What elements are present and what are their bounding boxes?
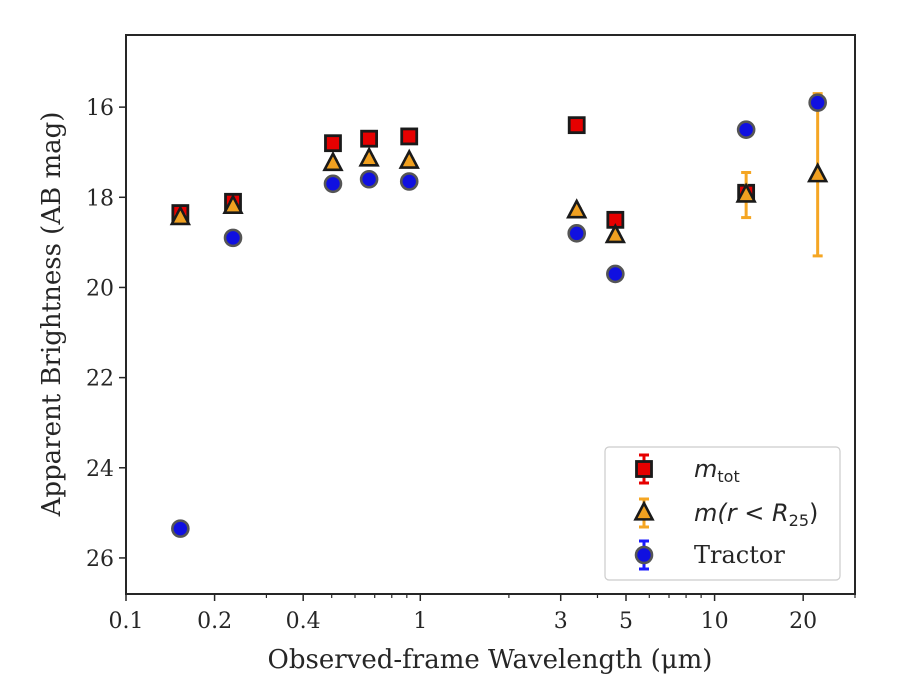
data-point-circle xyxy=(359,169,379,189)
x-tick-label: 5 xyxy=(619,609,633,634)
y-tick-label: 22 xyxy=(86,367,114,392)
series-triangle xyxy=(169,92,829,258)
legend-label-text: Tractor xyxy=(694,541,785,569)
legend-label-subscript: tot xyxy=(717,467,739,486)
data-point-circle xyxy=(323,174,343,194)
y-tick-label: 26 xyxy=(86,547,114,572)
legend: mtot m(r < R25) Tractor xyxy=(604,446,841,581)
data-point-triangle xyxy=(735,182,757,203)
data-point-triangle xyxy=(169,205,192,226)
legend-label-text: ) xyxy=(809,499,818,527)
data-point-circle xyxy=(567,224,587,243)
data-point-triangle xyxy=(807,162,829,183)
data-point-triangle xyxy=(322,150,344,172)
data-point-square xyxy=(360,129,379,148)
series-circle xyxy=(171,93,827,538)
data-point-circle xyxy=(808,93,827,112)
y-tick-label: 20 xyxy=(86,276,114,301)
x-tick-label: 3 xyxy=(554,609,568,634)
y-tick-label: 18 xyxy=(86,186,114,211)
x-tick-label: 0.1 xyxy=(109,609,144,634)
x-tick-label: 0.2 xyxy=(197,609,232,634)
legend-label: Tractor xyxy=(694,541,785,569)
legend-label: mtot xyxy=(694,455,740,486)
axis-ticks: 0.1 0.2 0.4 1 3 5 10 20 16 18 20 22 24 26 xyxy=(86,96,856,634)
data-point-circle xyxy=(223,228,243,248)
y-tick-label: 24 xyxy=(86,457,114,482)
data-point-circle xyxy=(399,172,419,191)
data-point-square xyxy=(635,460,653,478)
legend-label-subscript: 25 xyxy=(789,511,809,530)
legend-label-math: m(r < R xyxy=(694,499,789,527)
data-point-square xyxy=(400,127,419,146)
data-point-triangle xyxy=(398,148,420,169)
plot-frame xyxy=(125,34,856,595)
data-point-triangle xyxy=(222,193,244,214)
legend-label-math: m xyxy=(694,455,717,483)
x-tick-label: 1 xyxy=(413,609,427,634)
data-point-circle xyxy=(634,545,654,565)
data-point-triangle xyxy=(566,198,588,219)
data-point-triangle xyxy=(633,500,655,521)
x-tick-label: 10 xyxy=(701,609,729,634)
y-tick-label: 16 xyxy=(86,96,114,121)
x-axis-title: Observed-frame Wavelength (μm) xyxy=(268,645,713,675)
data-point-triangle xyxy=(604,223,626,244)
x-tick-label: 0.4 xyxy=(286,609,321,634)
legend-frame xyxy=(604,446,841,581)
plot-area xyxy=(169,92,829,538)
data-point-circle xyxy=(736,120,756,139)
data-point-circle xyxy=(171,519,190,538)
x-tick-label: 20 xyxy=(789,609,817,634)
legend-label: m(r < R25) xyxy=(694,499,818,530)
data-point-triangle xyxy=(358,146,380,167)
data-point-square xyxy=(324,134,342,153)
data-point-circle xyxy=(606,264,625,284)
data-point-square xyxy=(567,116,586,135)
y-axis-title: Apparent Brightness (AB mag) xyxy=(37,112,67,518)
